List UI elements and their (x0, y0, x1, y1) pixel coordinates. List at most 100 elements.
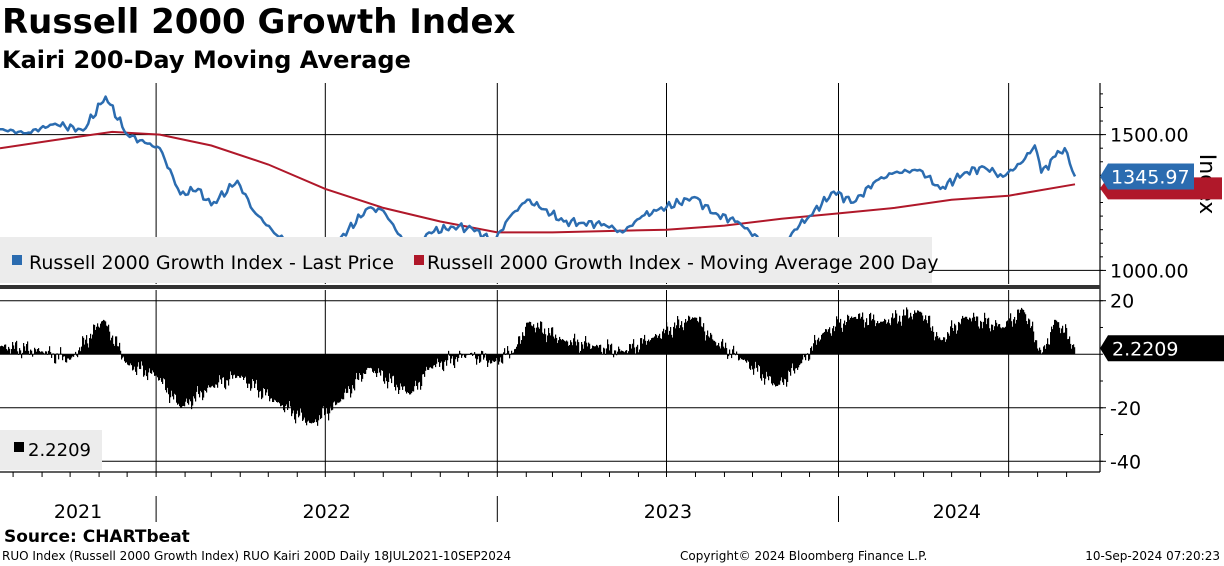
kairi-bar (739, 354, 741, 360)
kairi-bar (676, 325, 678, 355)
kairi-bar (573, 338, 575, 355)
kairi-bar (157, 354, 159, 378)
kairi-bar (834, 331, 836, 355)
kairi-bar (87, 343, 89, 355)
chart-subtitle: Kairi 200-Day Moving Average (2, 46, 411, 74)
kairi-bar (509, 354, 511, 359)
kairi-bar (95, 329, 97, 355)
kairi-bar (886, 323, 888, 355)
price-series (0, 95, 1077, 261)
kairi-bar (923, 320, 925, 355)
kairi-bar (140, 354, 142, 370)
kairi-bar (210, 354, 212, 388)
kairi-bar (328, 354, 330, 421)
kairi-bar (653, 337, 655, 355)
kairi-bar (988, 317, 990, 355)
kairi-bar (494, 354, 496, 363)
kairi-bar (790, 354, 792, 376)
kairi-bar (648, 339, 650, 355)
kairi-bar (286, 354, 288, 405)
kairi-bar (659, 333, 661, 355)
kairi-bar (782, 354, 784, 383)
kairi-bar (1037, 348, 1039, 355)
kairi-bar (512, 353, 514, 355)
kairi-bar (689, 316, 691, 355)
kairi-bar (917, 310, 919, 355)
kairi-bar (649, 341, 651, 355)
kairi-bar (824, 331, 826, 355)
kairi-bar (127, 354, 129, 365)
kairi-bar (344, 354, 346, 393)
kairi-bar (459, 350, 461, 355)
kairi-bar (595, 346, 597, 355)
kairi-bar (884, 318, 886, 355)
kairi-bar (1055, 319, 1057, 355)
kairi-bar (953, 330, 955, 355)
kairi-bar (1021, 307, 1023, 355)
kairi-bar (144, 354, 146, 376)
kairi-bar (773, 354, 775, 384)
kairi-bar (451, 354, 453, 359)
kairi-bar (6, 349, 8, 355)
kairi-bar (526, 322, 528, 355)
last-value-labels: 1345.97 2.2209 (1100, 163, 1224, 362)
kairi-bar (449, 354, 451, 356)
kairi-bar (658, 335, 660, 355)
kairi-bar (229, 354, 231, 380)
kairi-bar (197, 354, 199, 387)
kairi-bar (730, 354, 732, 355)
kairi-bar (94, 324, 96, 355)
kairi-bar (919, 311, 921, 355)
kairi-bar (208, 354, 210, 386)
kairi-bar (12, 341, 14, 355)
kairi-bar (669, 330, 671, 355)
kairi-bar (35, 349, 37, 355)
kairi-bar (71, 354, 73, 358)
kairi-bar (84, 344, 86, 355)
kairi-bar (815, 340, 817, 355)
kairi-bar (712, 339, 714, 355)
price-last-value-tag (1100, 163, 1194, 190)
kairi-bar (185, 354, 187, 402)
kairi-bar (562, 339, 564, 355)
kairi-bar (816, 344, 818, 355)
kairi-bar (889, 323, 891, 355)
kairi-bar (1062, 325, 1064, 355)
kairi-bar (737, 354, 739, 355)
kairi-bar (780, 354, 782, 381)
kairi-bar (113, 343, 115, 355)
kairi-bar (1060, 333, 1062, 355)
kairi-bar (110, 340, 112, 355)
kairi-bar (875, 326, 877, 355)
kairi-bar (838, 326, 840, 355)
kairi-bar (602, 353, 604, 355)
kairi-bar (119, 342, 121, 355)
kairi-bar (116, 336, 118, 355)
kairi-bar (757, 354, 759, 372)
kairi-bar (137, 354, 139, 367)
kairi-bar (858, 313, 860, 355)
kairi-bar (647, 341, 649, 355)
kairi-bar (616, 354, 618, 356)
kairi-bar (104, 320, 106, 355)
kairi-bar (601, 351, 603, 355)
kairi-bar (564, 340, 566, 355)
kairi-bar (268, 354, 270, 396)
kairi-bar (621, 350, 623, 355)
kairi-bar (972, 317, 974, 355)
kairi-bar (438, 354, 440, 363)
kairi-bar (130, 354, 132, 364)
kairi-bar (194, 354, 196, 399)
kairi-bar (409, 354, 411, 395)
kairi-bar (938, 338, 940, 355)
kairi-bar (1017, 309, 1019, 355)
kairi-bar (182, 354, 184, 407)
kairi-bar (696, 317, 698, 355)
kairi-bar (291, 354, 293, 417)
kairi-bar (11, 349, 13, 355)
kairi-bar (578, 342, 580, 355)
kairi-bar (1036, 340, 1038, 355)
kairi-bar (474, 352, 476, 355)
kairi-bar (331, 354, 333, 411)
kairi-bar (243, 354, 245, 380)
